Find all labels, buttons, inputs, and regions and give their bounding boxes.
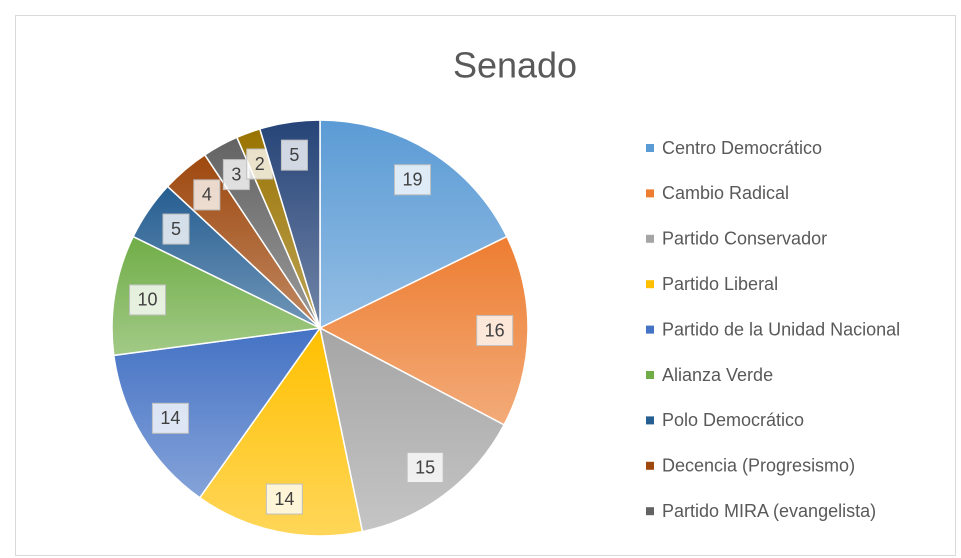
- data-label: 16: [485, 320, 505, 340]
- legend-label: Alianza Verde: [662, 365, 773, 385]
- data-label-box: [162, 213, 190, 245]
- data-label: 14: [274, 489, 294, 509]
- data-label-box: [393, 164, 431, 196]
- legend-label: Partido Conservador: [662, 229, 827, 249]
- data-label: 10: [138, 290, 158, 310]
- legend-marker: [646, 416, 654, 425]
- pie-slice: [318, 235, 529, 426]
- data-label: 19: [402, 170, 422, 190]
- data-label: 14: [160, 408, 180, 428]
- legend-label: Centro Democrático: [662, 138, 822, 158]
- legend-label: Partido Liberal: [662, 274, 778, 294]
- data-label-box: [129, 284, 167, 316]
- legend-marker: [646, 144, 654, 152]
- data-label-box: [193, 179, 221, 211]
- legend-label: Decencia (Progresismo): [662, 456, 855, 476]
- legend-marker: [646, 189, 654, 198]
- data-label-box: [476, 315, 514, 347]
- pie-slice: [198, 326, 364, 537]
- pie-slice: [258, 119, 321, 329]
- data-label: 2: [255, 154, 265, 174]
- data-label-box: [406, 452, 444, 484]
- legend-marker: [646, 507, 654, 516]
- legend-marker: [646, 234, 654, 243]
- pie-slice: [111, 235, 323, 357]
- data-label: 4: [202, 185, 212, 205]
- data-label-box: [265, 483, 303, 515]
- pie-slice: [318, 326, 506, 533]
- legend-marker: [646, 461, 654, 470]
- legend-label: Partido MIRA (evangelista): [662, 501, 876, 521]
- data-label-box: [280, 139, 308, 171]
- legend-label: Polo Democrático: [662, 410, 804, 430]
- data-label: 5: [171, 219, 181, 239]
- data-label-box: [222, 159, 250, 191]
- legend-marker: [646, 325, 654, 334]
- data-label: 5: [289, 145, 299, 165]
- legend-marker: [646, 371, 654, 379]
- pie-slice: [112, 327, 322, 499]
- data-label: 3: [231, 164, 241, 184]
- pie-slice: [319, 119, 508, 330]
- legend-label: Cambio Radical: [662, 183, 789, 203]
- data-label: 15: [415, 457, 435, 477]
- chart-title: Senado: [453, 45, 577, 86]
- legend-label: Partido de la Unidad Nacional: [662, 319, 900, 339]
- legend-marker: [646, 280, 654, 289]
- data-label-box: [151, 402, 189, 434]
